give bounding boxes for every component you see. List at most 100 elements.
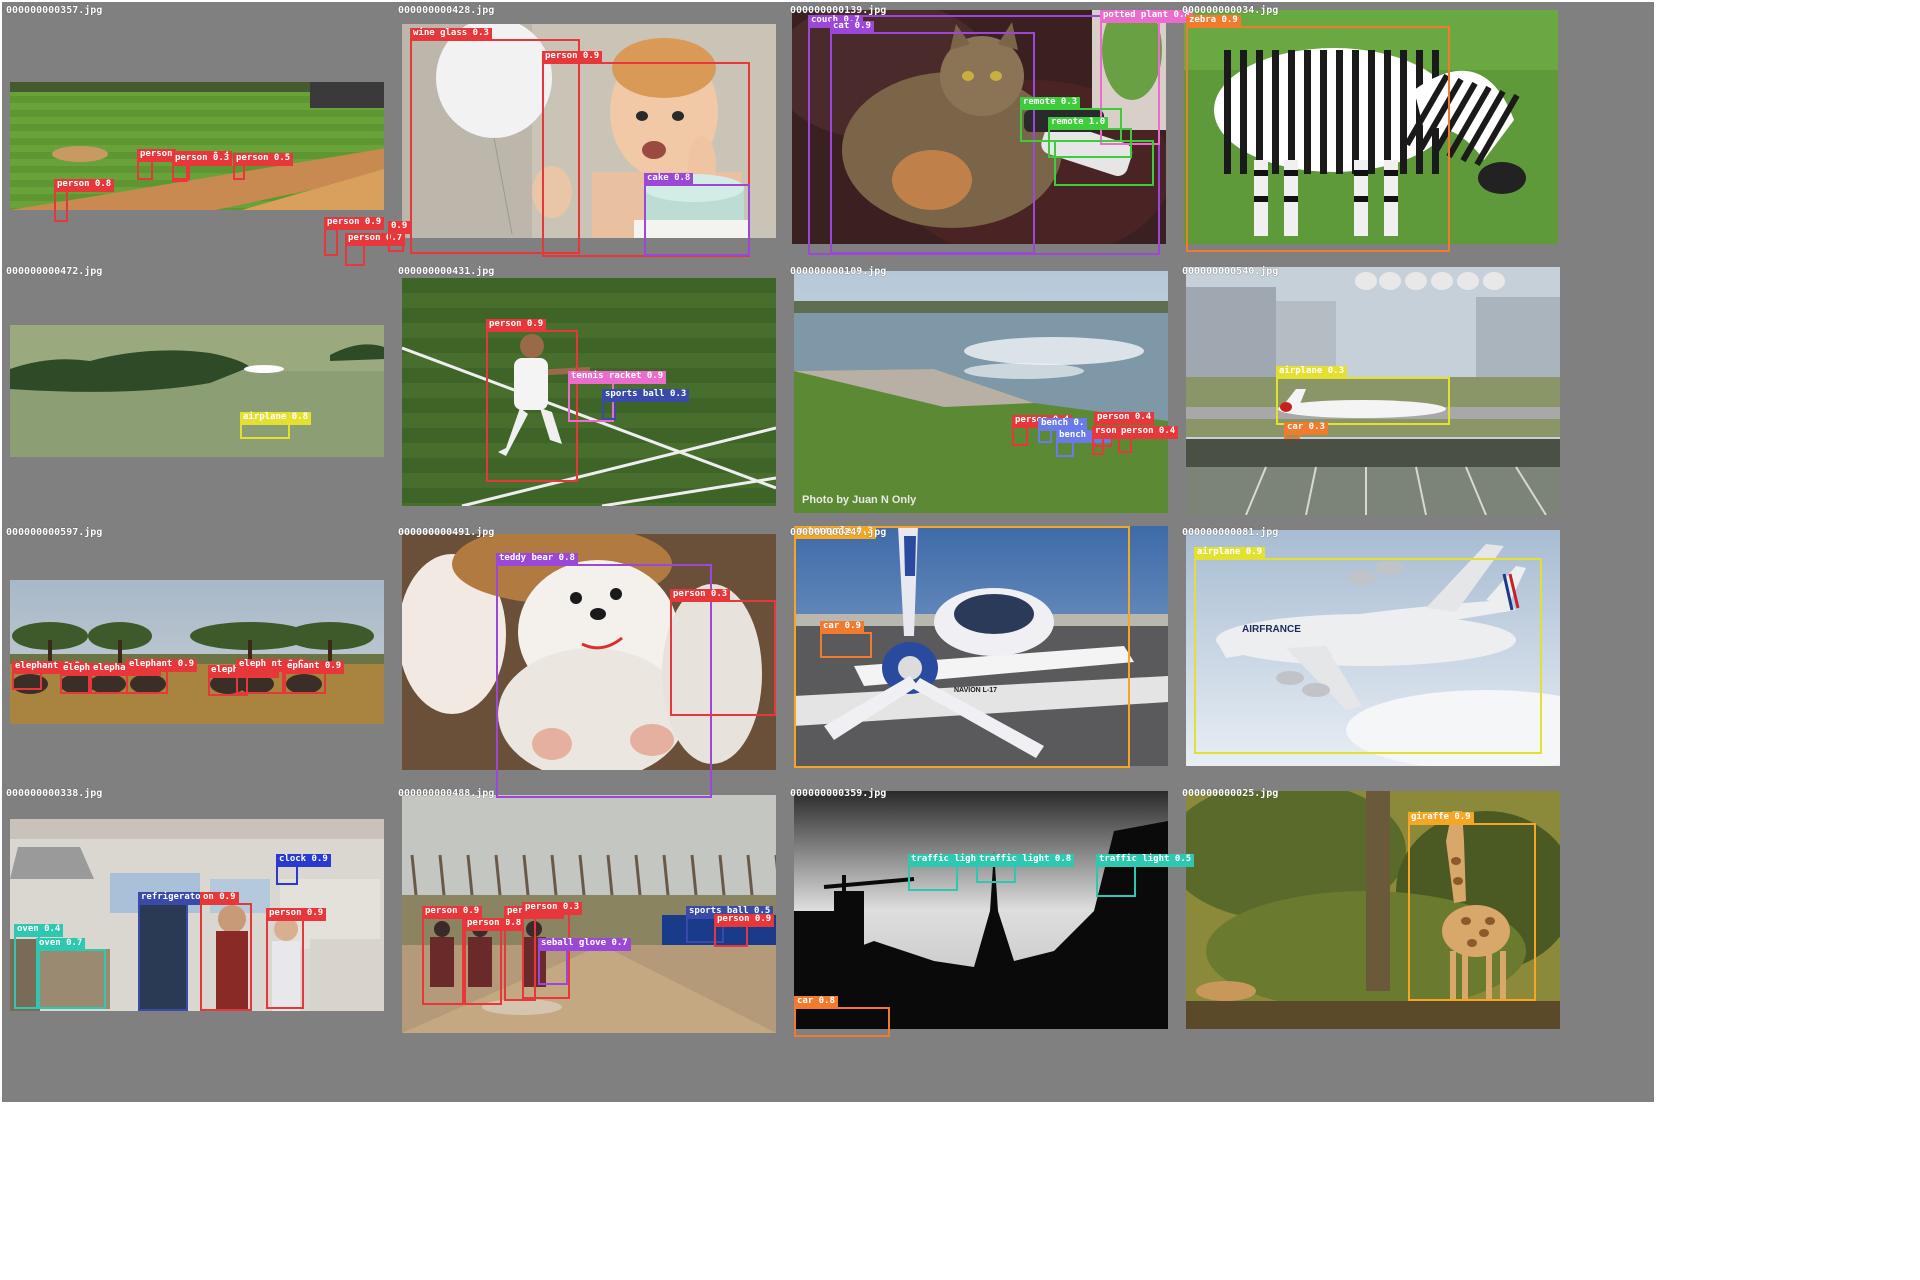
detection-box: traffic light 0.8	[976, 854, 1075, 883]
detection-label: car 0.9	[820, 621, 864, 634]
detection-box: seball glove 0.7	[538, 938, 631, 985]
detection-label: car 0.3	[1284, 422, 1328, 435]
detection-box: remote 1.0	[1048, 117, 1132, 158]
detection-box: person 0.9	[542, 51, 750, 257]
detection-label: wine glass 0.3	[410, 28, 492, 41]
detection-box: car 0.8	[794, 996, 890, 1037]
detection-box: teddy bear 0.8	[496, 553, 712, 798]
panel-photo	[402, 534, 776, 770]
detection-label: remote 1.0	[1048, 117, 1109, 130]
photo-scene-airfrance-a380: AIRFRANCE	[1186, 530, 1560, 766]
detection-label: person 0.8	[54, 179, 115, 192]
detection-label: person 0.9	[266, 908, 327, 921]
panel-filename: 000000000359.jpg	[790, 788, 887, 799]
detection-box: elephant 0.9	[126, 659, 198, 694]
detection-box: person 0.4	[1012, 415, 1073, 446]
detection-box: giraffe 0.9	[1408, 812, 1536, 1001]
detection-box: car 0.9	[820, 621, 872, 658]
svg-text:Photo by Juan N Only: Photo by Juan N Only	[802, 494, 917, 506]
panel-photo	[10, 325, 384, 457]
detection-box: oven 0.4	[14, 924, 64, 1009]
photo-scene-lake-airplane	[10, 325, 384, 457]
photo-scene-giraffe	[1186, 791, 1560, 1029]
detection-box: potted plant 0.8	[1100, 10, 1193, 145]
panel-filename: 000000000491.jpg	[398, 527, 495, 538]
panel-filename: 000000000431.jpg	[398, 266, 495, 277]
detection-label: person 0.9	[714, 914, 775, 927]
detection-label: cat 0.9	[830, 21, 874, 34]
panel-photo	[794, 791, 1168, 1029]
detection-label: person 0.9	[422, 906, 483, 919]
detection-box: person 0.9	[714, 914, 775, 947]
detection-box: person 0.7	[345, 233, 406, 266]
detection-label: motorcycle 0.3	[794, 526, 876, 539]
panel-filename: 000000000472.jpg	[6, 266, 103, 277]
detection-box: person 0.3	[670, 589, 776, 716]
panel-photo	[10, 580, 384, 724]
detection-label: traffic light 0.8	[976, 854, 1075, 867]
detection-label: seball glove 0.7	[538, 938, 631, 951]
detection-box: traffic light 0.	[908, 854, 1001, 891]
detection-box: wine glass 0.3	[410, 28, 580, 254]
panel-photo: NAVION L-17	[794, 526, 1168, 766]
detection-label: person 0.4	[1118, 426, 1179, 439]
detection-box: car 0.3	[1284, 422, 1328, 439]
detection-box: elephant 0.9	[12, 661, 84, 690]
photo-scene-river-park: Photo by Juan N Only	[794, 271, 1168, 513]
photo-scene-airport-jal	[1186, 267, 1560, 515]
detection-label: clock 0.9	[276, 854, 331, 867]
panel-photo: AIRFRANCE	[1186, 530, 1560, 766]
photo-scene-tennis	[402, 278, 776, 506]
detection-box: 0.9	[388, 221, 411, 252]
detection-label: elephant 0.9	[126, 659, 198, 672]
panel-filename: 000000000025.jpg	[1182, 788, 1279, 799]
detection-label: person 0.3	[522, 902, 583, 915]
detection-box: person 0.9	[486, 319, 578, 482]
detection-box: cat 0.9	[830, 21, 1035, 254]
detection-label: person 0.4	[1094, 412, 1155, 425]
detection-label: sports ball 0.3	[602, 389, 690, 402]
detection-box: elephant 0.7	[60, 663, 132, 694]
detection-box: person 0.3	[522, 902, 583, 999]
detection-box: person	[137, 149, 176, 180]
detection-box: person 0.3	[172, 153, 233, 182]
panel-photo	[1186, 267, 1560, 515]
panel-filename: 000000000428.jpg	[398, 5, 495, 16]
panel-15: 000000000025.jpg giraffe 0.9	[1178, 785, 1654, 1102]
detection-box: person 0.8	[464, 918, 525, 1005]
detection-label: zebra 0.9	[1186, 15, 1241, 28]
detection-label: giraffe 0.9	[1408, 812, 1474, 825]
detection-box: bench 0.	[1038, 418, 1088, 443]
detection-label: airplane 0.3	[1276, 366, 1348, 379]
detection-box: motorcycle 0.3	[794, 526, 1130, 768]
svg-text:AIRFRANCE: AIRFRANCE	[1242, 624, 1301, 635]
detection-box: ephant 0.9	[284, 661, 345, 694]
detection-box: airplane 0.8	[240, 412, 312, 439]
detection-label: cake 0.8	[644, 173, 694, 186]
detection-label: person 0.8	[464, 918, 525, 931]
detection-box: person 0.4	[1118, 426, 1179, 453]
panel-filename: 000000000247.jpg	[790, 527, 887, 538]
detection-box: person 0.8	[54, 179, 115, 222]
detection-label: ephant 0.9	[284, 661, 345, 674]
detection-label: teddy bear 0.8	[496, 553, 578, 566]
panel-filename: 000000000540.jpg	[1182, 266, 1279, 277]
detection-box: sports ball 0.3	[602, 389, 690, 420]
photo-scene-zebra	[1184, 10, 1558, 244]
detection-label: person 0.7	[345, 233, 406, 246]
detection-box: person 0.9	[266, 908, 327, 1009]
panel-filename: 000000000034.jpg	[1182, 5, 1279, 16]
detection-label: person 0.9	[542, 51, 603, 64]
detection-label: person	[137, 149, 176, 162]
panel-filename: 000000000109.jpg	[790, 266, 887, 277]
detection-box: traffic light 0.5	[1096, 854, 1195, 897]
panel-filename: 000000000338.jpg	[6, 788, 103, 799]
detection-box: elephant 0.8	[90, 663, 162, 694]
detection-label: on 0.9	[200, 892, 239, 905]
detection-box: refrigerator 0.9	[138, 892, 231, 1011]
panel-photo	[402, 278, 776, 506]
detection-box: rson 0.6	[1092, 426, 1142, 455]
detection-box: person 0.9	[422, 906, 483, 1005]
detection-box: person 0.5	[233, 153, 294, 180]
detection-box: zebra 0.9	[1186, 15, 1450, 252]
